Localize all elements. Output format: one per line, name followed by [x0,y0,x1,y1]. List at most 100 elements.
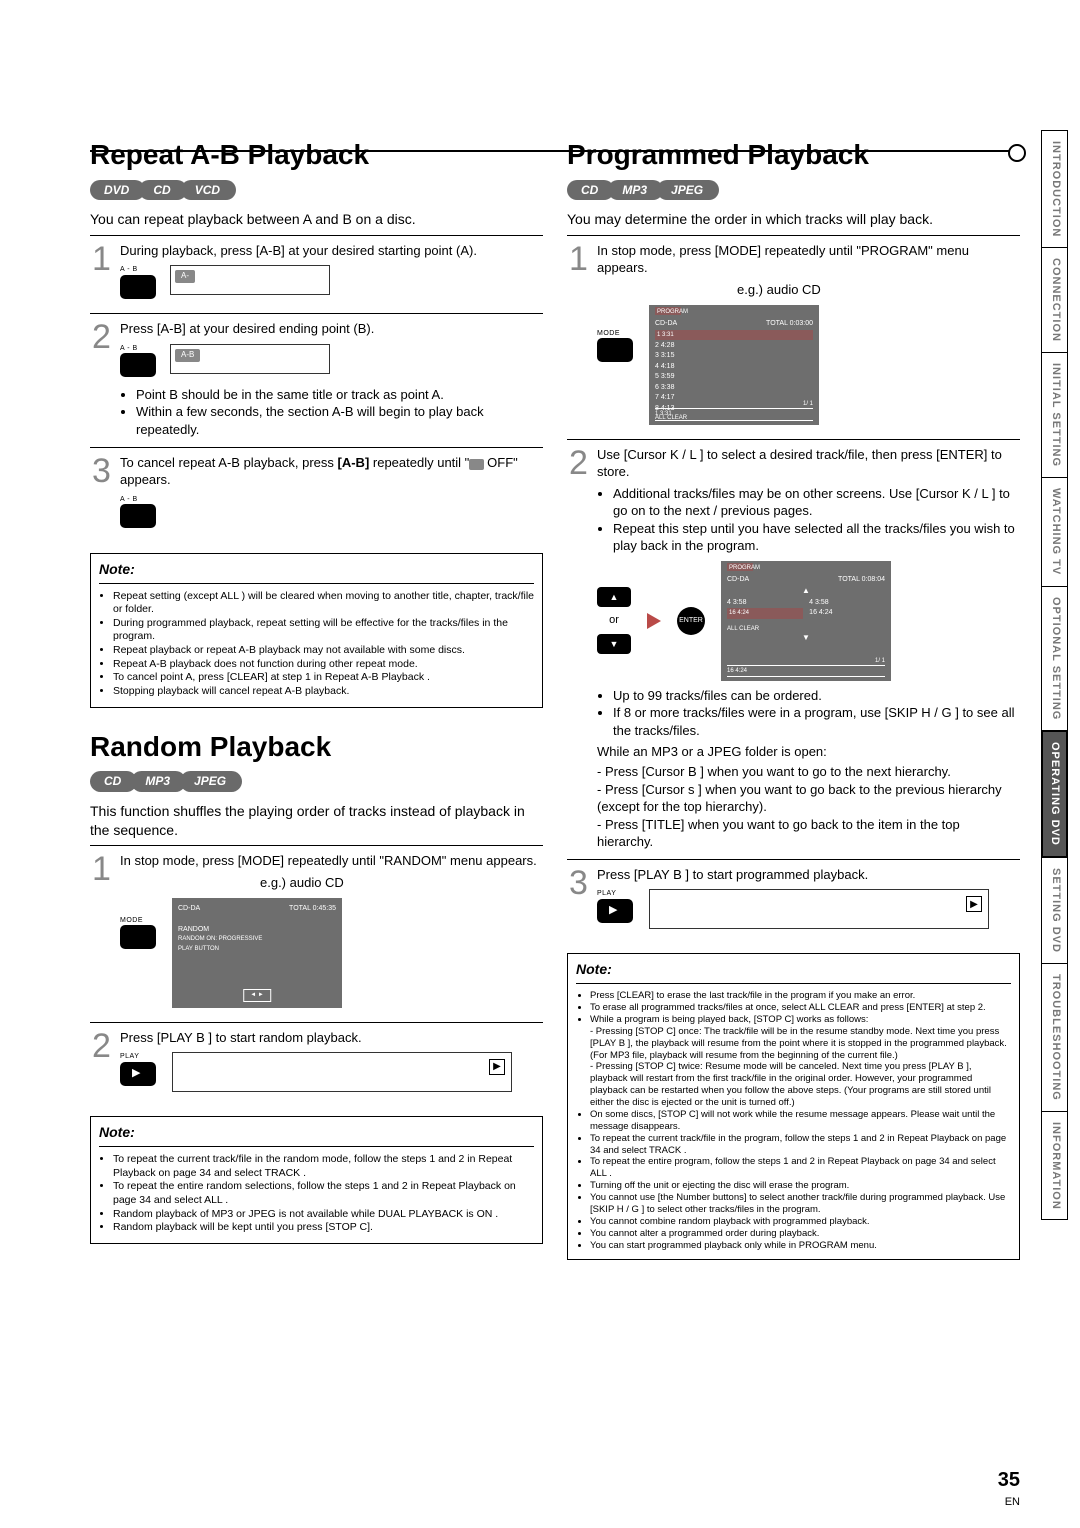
sl: 3 3:15 [655,351,813,360]
note-item: To repeat the current track/file in the … [590,1133,1011,1157]
redbar: PROGRAM [727,563,753,571]
sl: 4 4:18 [655,362,813,371]
btn-label: PLAY [597,889,633,898]
while-line: While an MP3 or a JPEG folder is open: [597,743,1018,761]
tab-connection[interactable]: CONNECTION [1041,247,1068,353]
note-list: Press [CLEAR] to erase the last track/fi… [576,990,1011,1251]
note-item: You cannot alter a programmed order duri… [590,1228,1011,1240]
play-button-icon: ▶ [120,1062,156,1086]
cursor-buttons: ▲ or ▼ [597,587,631,654]
program-screen-1: PROGRAM CD-DA TOTAL 0:03:00 1 3:31 2 4:2… [649,305,819,425]
note-item: You cannot use [the Number buttons] to s… [590,1192,1011,1216]
hd-r: TOTAL 0:45:35 [289,904,336,913]
two-columns: Repeat A-B Playback DVD CD VCD You can r… [90,130,1020,1260]
badge: MP3 [608,180,663,200]
illustration: A - B A- [120,265,541,303]
screen-header: CD-DA TOTAL 0:45:35 [178,904,336,913]
note-item: You can start programmed playback only w… [590,1240,1011,1252]
page-lang: EN [1005,1495,1020,1510]
note-heading: Note: [99,560,534,584]
page-content: Repeat A-B Playback DVD CD VCD You can r… [90,130,1020,1468]
note-item: Repeat setting (except ALL ) will be cle… [113,590,534,617]
step-number: 2 [92,320,120,354]
step-text: Press [PLAY B ] to start programmed play… [597,867,868,882]
bullet: Additional tracks/files may be on other … [613,485,1018,520]
badge: CD [567,180,614,200]
bullet: Within a few seconds, the section A-B wi… [136,403,541,438]
hd-r: TOTAL 0:08:04 [838,575,885,584]
note-item: Repeat A-B playback does not function du… [113,658,534,672]
cursor-down-icon: ▼ [597,634,631,654]
prog-step-1: 1 In stop mode, press [MODE] repeatedly … [567,235,1020,439]
step-text: Use [Cursor K / L ] to select a desired … [597,447,1002,480]
bullet: Point B should be in the same title or t… [136,386,541,404]
tab-initial-setting[interactable]: INITIAL SETTING [1041,352,1068,478]
play-osd-icon: ▶ [489,1059,505,1075]
sl: 2 4:28 [655,341,813,350]
note-item: To repeat the current track/file in the … [113,1153,534,1180]
note-item: You cannot combine random playback with … [590,1216,1011,1228]
button-graphic: PLAY ▶ [120,1052,156,1090]
prog-step-2: 2 Use [Cursor K / L ] to select a desire… [567,439,1020,859]
illustration: A - B A-B [120,344,541,382]
mode-button-icon [120,925,156,949]
hd-r: TOTAL 0:03:00 [766,319,813,328]
tab-optional-setting[interactable]: OPTIONAL SETTING [1041,586,1068,731]
step-text: During playback, press [A-B] at your des… [120,243,477,258]
step-text: Press [A-B] at your desired ending point… [120,321,374,336]
step-body: In stop mode, press [MODE] repeatedly un… [597,242,1018,431]
side-tabs: INTRODUCTION CONNECTION INITIAL SETTING … [1041,130,1068,1219]
note-item: While a program is being played back, [S… [590,1014,1011,1109]
illustration: PLAY ▶ ▶ [597,889,1018,929]
badge: JPEG [180,771,242,791]
or-label: or [609,613,619,628]
step-body: Use [Cursor K / L ] to select a desired … [597,446,1018,851]
tab-introduction[interactable]: INTRODUCTION [1041,130,1068,248]
hd-l: CD-DA [655,319,677,328]
random-step-2: 2 Press [PLAY B ] to start random playba… [90,1022,543,1107]
step-number: 2 [92,1029,120,1063]
tab-troubleshooting[interactable]: TROUBLESHOOTING [1041,963,1068,1112]
left-list: 4 3:58 16 4:24 ALL CLEAR [727,597,803,633]
program-screen-2: PROGRAM CD-DA TOTAL 0:08:04 ▲ 4 3:58 16 … [721,561,891,681]
button-graphic: PLAY ▶ [597,889,633,927]
osd-chip: A- [175,270,195,283]
t: [A-B] [338,455,370,470]
step-body: During playback, press [A-B] at your des… [120,242,541,306]
ab-button-icon [120,504,156,528]
step-text: Press [PLAY B ] to start random playback… [120,1030,362,1045]
step-number: 2 [569,446,597,480]
tv-outline: ▶ [172,1052,512,1092]
note-item: To erase all programmed tracks/files at … [590,1002,1011,1014]
bottom-bar: 16 4:24 [727,665,885,677]
step-body: Press [PLAY B ] to start random playback… [120,1029,541,1099]
heading-programmed: Programmed Playback [567,136,1020,174]
badge: MP3 [131,771,186,791]
right-list: 4 3:58 16 4:24 [809,597,885,633]
tab-information[interactable]: INFORMATION [1041,1111,1068,1221]
step-body: Press [PLAY B ] to start programmed play… [597,866,1018,936]
screen-line: RANDOM [178,925,336,934]
badge: DVD [90,180,145,200]
off-chip [469,459,483,470]
tab-setting-dvd[interactable]: SETTING DVD [1041,857,1068,964]
button-graphic: A - B [120,265,156,303]
tab-operating-dvd[interactable]: OPERATING DVD [1041,730,1068,858]
ok-icon: ◄ ► [243,989,271,1001]
dash: Press [TITLE] when you want to go back t… [597,816,1018,851]
right-column: Programmed Playback CD MP3 JPEG You may … [567,130,1020,1260]
note-item: To repeat the entire random selections, … [113,1180,534,1207]
btn-label: A - B [120,265,156,274]
heading-repeat-ab: Repeat A-B Playback [90,136,543,174]
step-1: 1 During playback, press [A-B] at your d… [90,235,543,314]
note-item: To repeat the entire program, follow the… [590,1156,1011,1180]
intro-programmed: You may determine the order in which tra… [567,210,1020,229]
tv-outline: A-B [170,344,330,374]
note-list: To repeat the current track/file in the … [99,1153,534,1235]
tab-watching-tv[interactable]: WATCHING TV [1041,477,1068,586]
heading-random: Random Playback [90,728,543,766]
osd-chip: A-B [175,349,200,362]
hl-line: 1 3:31 [655,330,813,340]
step-number: 1 [92,242,120,276]
note-item: To cancel point A, press [CLEAR] at step… [113,671,534,685]
